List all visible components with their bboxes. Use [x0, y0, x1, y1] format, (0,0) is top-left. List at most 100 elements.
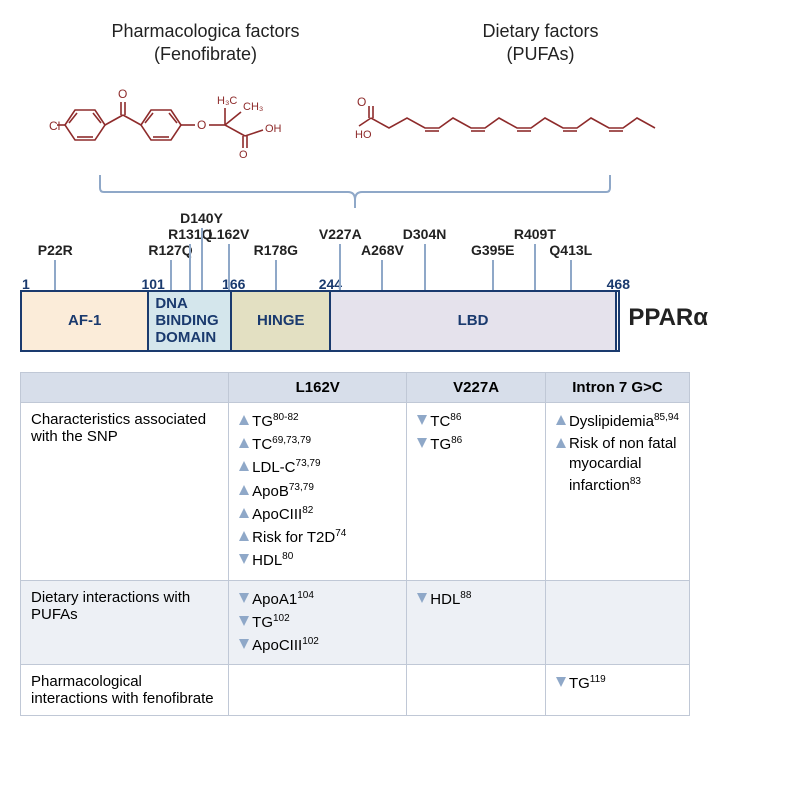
snp-r178g: R178G	[254, 242, 298, 258]
svg-text:O: O	[197, 118, 206, 132]
domain-bar: AF-1DNA BINDING DOMAINHINGELBDPPARα	[20, 290, 620, 352]
arrow-down-icon	[417, 593, 427, 603]
table-cell: TC86TG86	[407, 402, 546, 580]
svg-text:O: O	[239, 149, 248, 160]
svg-text:CH₃: CH₃	[243, 101, 263, 113]
domain-hinge: HINGE	[232, 292, 331, 350]
domain-af-1: AF-1	[22, 292, 149, 350]
snp-r409t: R409T	[514, 226, 556, 242]
svg-text:HO: HO	[355, 129, 372, 141]
pharma-line2: (Fenofibrate)	[111, 43, 299, 66]
arrow-up-icon	[239, 438, 249, 448]
diet-line1: Dietary factors	[482, 20, 598, 43]
svg-text:H₃C: H₃C	[217, 95, 237, 107]
molecule-row: Cl O O H₃C CH₃	[20, 75, 690, 165]
pharma-line1: Pharmacologica factors	[111, 20, 299, 43]
tick-r131q	[189, 244, 191, 290]
snp-l162v: L162V	[208, 226, 249, 242]
table-cell: ApoA1104TG102ApoCIII102	[229, 580, 407, 665]
metric-text: TG119	[569, 673, 606, 694]
tick-d140y	[201, 228, 203, 290]
snp-r127q: R127Q	[148, 242, 192, 258]
tick-g395e	[492, 260, 494, 290]
snp-tick-area: 1101166244468P22RR127QR131QD140YL162VR17…	[20, 220, 616, 290]
svg-text:O: O	[357, 95, 366, 109]
tick-a268v	[381, 260, 383, 290]
metric-text: ApoCIII82	[252, 504, 313, 525]
table-cell: TG119	[545, 665, 689, 716]
metric-text: TC69,73,79	[252, 434, 311, 455]
top-factors: Pharmacologica factors (Fenofibrate) Die…	[20, 20, 690, 67]
snp-a268v: A268V	[361, 242, 404, 258]
col-header: L162V	[229, 372, 407, 402]
table-cell: HDL88	[407, 580, 546, 665]
arrow-up-icon	[556, 438, 566, 448]
metric-text: ApoCIII102	[252, 635, 319, 656]
col-header: Intron 7 G>C	[545, 372, 689, 402]
arrow-down-icon	[239, 616, 249, 626]
table-cell	[545, 580, 689, 665]
metric-text: TG80-82	[252, 411, 298, 432]
svg-text:O: O	[118, 87, 127, 101]
tick-r409t	[534, 244, 536, 290]
row-label: Pharmacological interactions with fenofi…	[21, 665, 229, 716]
tick-q413l	[570, 260, 572, 290]
arrow-up-icon	[239, 461, 249, 471]
metric-text: ApoB73,79	[252, 481, 314, 502]
arrow-down-icon	[417, 415, 427, 425]
fenofibrate-structure: Cl O O H₃C CH₃	[45, 80, 305, 160]
metric-text: HDL88	[430, 589, 471, 610]
figure-container: Pharmacologica factors (Fenofibrate) Die…	[20, 20, 690, 716]
snp-table: L162VV227AIntron 7 G>C Characteristics as…	[20, 372, 690, 717]
arrow-up-icon	[556, 415, 566, 425]
tick-v227a	[339, 244, 341, 290]
arrow-down-icon	[239, 554, 249, 564]
snp-q413l: Q413L	[549, 242, 592, 258]
arrow-down-icon	[556, 677, 566, 687]
arrow-up-icon	[239, 531, 249, 541]
pharma-factor: Pharmacologica factors (Fenofibrate)	[111, 20, 299, 67]
metric-text: LDL-C73,79	[252, 457, 320, 478]
row-label: Dietary interactions with PUFAs	[21, 580, 229, 665]
snp-p22r: P22R	[38, 242, 73, 258]
metric-text: Risk of non fatal myocardial infarction8…	[569, 434, 679, 496]
snp-r131q: R131Q	[168, 226, 212, 242]
table-cell: Dyslipidemia85,94Risk of non fatal myoca…	[545, 402, 689, 580]
arrow-up-icon	[239, 485, 249, 495]
metric-text: Risk for T2D74	[252, 527, 346, 548]
metric-text: TG86	[430, 434, 462, 455]
diet-line2: (PUFAs)	[482, 43, 598, 66]
bracket	[90, 170, 620, 210]
arrow-down-icon	[239, 639, 249, 649]
col-header: V227A	[407, 372, 546, 402]
table-cell	[229, 665, 407, 716]
arrow-down-icon	[417, 438, 427, 448]
domain-lbd: LBD	[331, 292, 616, 350]
arrow-up-icon	[239, 415, 249, 425]
protein-label: PPARα	[628, 304, 708, 332]
snp-g395e: G395E	[471, 242, 515, 258]
diet-factor: Dietary factors (PUFAs)	[482, 20, 598, 67]
tick-d304n	[424, 244, 426, 290]
arrow-up-icon	[239, 508, 249, 518]
row-label: Characteristics associated with the SNP	[21, 402, 229, 580]
svg-text:OH: OH	[265, 123, 282, 135]
tick-p22r	[54, 260, 56, 290]
metric-text: TG102	[252, 612, 290, 633]
pufa-structure: O HO	[355, 90, 665, 150]
snp-v227a: V227A	[319, 226, 362, 242]
domain-dna-binding-domain: DNA BINDING DOMAIN	[149, 292, 232, 350]
metric-text: ApoA1104	[252, 589, 314, 610]
table-cell	[407, 665, 546, 716]
metric-text: TC86	[430, 411, 461, 432]
snp-d304n: D304N	[403, 226, 447, 242]
tick-r178g	[275, 260, 277, 290]
tick-l162v	[228, 244, 230, 290]
tick-r127q	[170, 260, 172, 290]
arrow-down-icon	[239, 593, 249, 603]
snp-d140y: D140Y	[180, 210, 223, 226]
metric-text: HDL80	[252, 550, 293, 571]
table-cell: TG80-82TC69,73,79LDL-C73,79 ApoB73,79ApoC…	[229, 402, 407, 580]
col-header	[21, 372, 229, 402]
metric-text: Dyslipidemia85,94	[569, 411, 679, 432]
